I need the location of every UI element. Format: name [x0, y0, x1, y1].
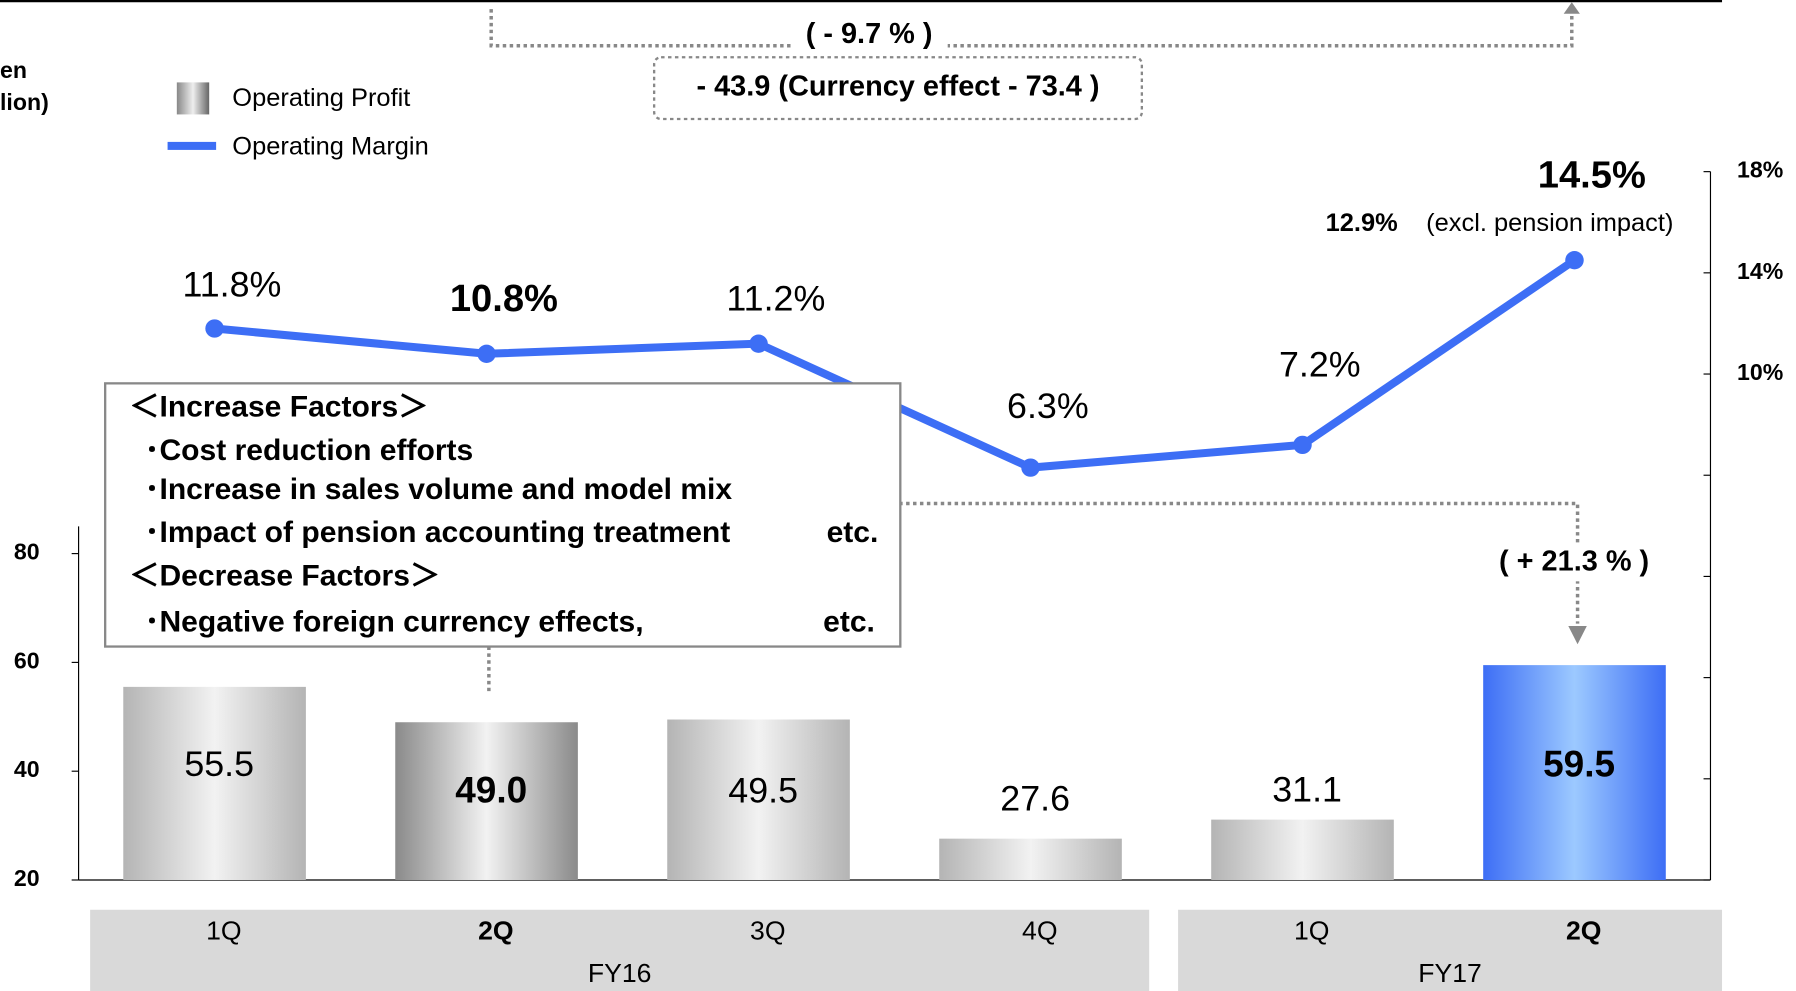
bar-value-label: 59.5 [1543, 744, 1615, 785]
line-value-label: 10.8% [450, 278, 558, 320]
excl-value: 12.9% [1326, 209, 1398, 237]
legend-label: Operating Profit [232, 84, 410, 112]
x-tick-label: 1Q [1294, 916, 1329, 946]
y2-tick-label: 18% [1737, 157, 1783, 183]
factor: ･Cost reduction efforts [144, 434, 473, 467]
x-tick-label: 2Q [1566, 916, 1601, 946]
bar-value-label: 31.1 [1272, 769, 1342, 809]
bottom-change: ( + 21.3 % ) [1499, 546, 1649, 578]
group-label: FY17 [1418, 958, 1482, 988]
bar [123, 686, 306, 880]
bar-value-label: 55.5 [184, 744, 254, 784]
y-tick-label: 40 [14, 756, 40, 782]
line-value-label: 6.3% [1007, 386, 1089, 426]
currency-text: - 43.9 (Currency effect - 73.4 ) [696, 71, 1099, 103]
bar-value-label: 27.6 [1000, 779, 1070, 819]
y-tick-label: 60 [14, 648, 40, 674]
y-tick-label: 80 [14, 539, 40, 565]
factors-frame [104, 382, 902, 648]
top-bracket [489, 9, 1574, 48]
margin-point [205, 319, 224, 338]
factor: ･Impact of pension accounting treatment [144, 516, 730, 549]
label-bg [792, 20, 948, 51]
legend-swatch [176, 82, 210, 115]
factor-title: ＜Decrease Factors＞ [129, 560, 440, 593]
margin-point [477, 344, 496, 363]
bar [1483, 665, 1666, 880]
margin-point [1021, 458, 1040, 477]
category-band [90, 909, 1150, 991]
factor-etc: etc. [823, 606, 875, 639]
x-tick-label: 2Q [478, 916, 513, 946]
arrow-head [1563, 2, 1580, 14]
plot: 20 40 60 80 10% 14% 18% FY16 FY17 1Q 2Q 3Q 4Q 1Q 2Q 55.… [14, 155, 1783, 991]
bar [667, 719, 850, 880]
y-axis-label: lion) [0, 89, 49, 115]
label-bg [1481, 544, 1667, 582]
factor: ･Increase in sales volume and model mix [144, 473, 732, 506]
line-value-label: 11.8% [182, 265, 281, 305]
top-change: ( - 9.7 % ) [806, 18, 933, 50]
legend: Operating Profit Operating Margin [167, 82, 429, 160]
y-tick-label: 20 [14, 865, 40, 891]
category-band [1178, 909, 1723, 991]
bar-value-label: 49.0 [455, 770, 527, 811]
factors-box: ＜Increase Factors＞ ･Cost reduction effor… [104, 382, 902, 648]
x-tick-label: 3Q [750, 916, 785, 946]
y-axis-label: en [0, 57, 27, 83]
factor-etc: etc. [827, 516, 879, 549]
margin-point [749, 334, 768, 353]
y2-tick-label: 14% [1737, 258, 1783, 284]
bar [939, 838, 1122, 880]
factor-title: ＜Increase Factors＞ [129, 391, 428, 424]
margin-point [1293, 435, 1312, 455]
arrow-head [1568, 625, 1587, 645]
y2-tick-label: 10% [1737, 359, 1783, 385]
bar-value-label: 49.5 [728, 771, 798, 811]
bar [1211, 819, 1394, 880]
line-value-label: 14.5% [1538, 155, 1646, 197]
legend-label: Operating Margin [232, 132, 428, 160]
x-tick-label: 4Q [1022, 916, 1057, 946]
x-tick-label: 1Q [206, 916, 241, 946]
excl-text: (excl. pension impact) [1426, 209, 1673, 237]
line-value-label: 7.2% [1279, 345, 1361, 385]
legend-swatch [167, 141, 217, 150]
factor: ･Negative foreign currency effects, [144, 606, 643, 639]
bottom-bracket [487, 501, 1580, 693]
margin-point [1565, 251, 1584, 270]
line-value-label: 11.2% [726, 278, 825, 318]
bar [395, 722, 578, 880]
group-label: FY16 [588, 958, 652, 988]
currency-box [652, 56, 1144, 121]
